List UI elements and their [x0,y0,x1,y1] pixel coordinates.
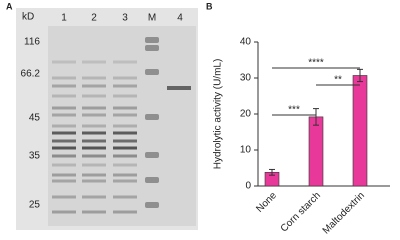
gel-band [82,195,106,199]
lane-label: 4 [177,13,183,24]
gel-band [52,146,76,150]
marker-label: 116 [24,37,40,48]
gel-band [82,210,106,214]
gel-band [52,106,76,110]
gel [48,26,196,226]
gel-band [52,113,76,117]
gel-band [52,154,76,158]
ladder-band [145,37,159,43]
gel-band [113,76,137,80]
gel-band [52,94,76,98]
lane-label: 2 [91,13,97,24]
gel-band [82,60,106,64]
panel-label: A [6,1,13,11]
ladder-band [145,114,159,120]
gel-band [113,173,137,177]
gel-band [52,84,76,88]
y-tick-label: 20 [240,109,252,120]
gel-band [113,146,137,150]
gel-bands [52,37,191,214]
gel-band [82,131,106,135]
ladder-band [145,69,159,75]
gel-band [82,179,106,183]
gel-band [113,179,137,183]
lane-label: 1 [61,13,67,24]
gel-band [113,131,137,135]
gel-band [52,163,76,167]
gel-band [52,179,76,183]
y-tick-label: 30 [240,73,252,84]
ladder-band [145,202,159,208]
x-tick-label: Maltodextrin [321,190,367,236]
marker-label: 25 [29,200,41,211]
gel-band [113,154,137,158]
y-tick-label: 40 [240,37,252,48]
gel-band [113,210,137,214]
gel-band [82,154,106,158]
significance-label: *** [288,105,300,116]
gel-band [82,76,106,80]
significance-label: **** [308,58,324,69]
ladder-band [145,152,159,158]
y-tick-label: 10 [240,145,252,156]
gel-band [113,84,137,88]
gel-band [113,139,137,143]
gel-band [113,195,137,199]
gel-band [82,146,106,150]
x-tick-label: None [254,190,279,215]
y-axis-title: Hydrolytic activity (U/mL) [213,59,224,170]
gel-band [52,76,76,80]
ladder-band [145,177,159,183]
bar [308,116,324,187]
panel-label: B [206,1,213,11]
gel-band [82,163,106,167]
unit-label: kD [22,12,34,23]
gel-band [52,124,76,128]
gel-band [82,94,106,98]
gel-band [113,94,137,98]
gel-band [82,113,106,117]
marker-label: 35 [29,151,41,162]
lane-label: 3 [122,13,128,24]
y-tick-label: 0 [245,181,251,192]
gel-band [52,60,76,64]
gel-band [113,163,137,167]
gel-band [113,106,137,110]
gel-band [52,210,76,214]
gel-band [113,113,137,117]
bar [352,75,368,187]
gel-band [82,106,106,110]
significance-label: ** [334,75,342,86]
marker-label: 45 [29,113,41,124]
gel-band [167,86,191,90]
gel-band [52,195,76,199]
marker-label: 66.2 [21,69,41,80]
x-tick-label: Corn starch [279,190,323,234]
gel-band [82,139,106,143]
gel-band [52,131,76,135]
gel-band [113,60,137,64]
gel-band [82,124,106,128]
gel-band [52,173,76,177]
gel-band [52,139,76,143]
lane-label: M [148,13,156,24]
ladder-band [145,45,159,51]
gel-band [82,173,106,177]
gel-band [113,124,137,128]
gel-band [82,84,106,88]
